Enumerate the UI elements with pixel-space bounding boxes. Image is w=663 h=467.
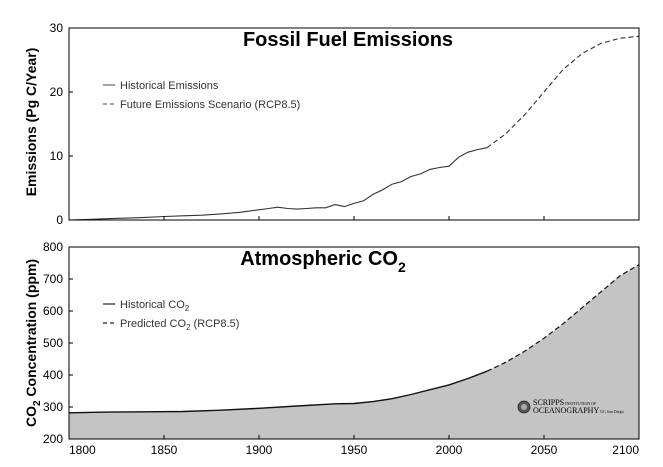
co2-legend: Historical CO2 Predicted CO2 (RCP8.5)	[103, 299, 239, 332]
emissions-y-tick-label: 20	[50, 85, 64, 99]
co2-y-tick-label: 500	[43, 336, 63, 350]
legend-predicted-co2-suffix: (RCP8.5)	[190, 318, 239, 330]
emissions-plot-frame	[68, 27, 640, 221]
co2-title-text: Atmospheric CO	[240, 248, 398, 270]
co2-x-tick-label: 2100	[612, 443, 639, 457]
scripps-logo-ocean: OCEANOGRAPHY	[533, 406, 599, 415]
co2-y-tick-label: 700	[43, 272, 63, 286]
co2-title-subscript: 2	[398, 259, 406, 275]
scripps-logo-small2: UC San Diego	[600, 409, 623, 414]
co2-y-tick-label: 200	[43, 432, 63, 446]
co2-y-axis-label: CO2 Concentration (ppm)	[23, 259, 43, 427]
co2-x-tick-label: 2000	[436, 443, 463, 457]
co2-y-axis: 200 300 400 500 600 700 800	[43, 240, 73, 446]
co2-series-line-1	[68, 370, 488, 414]
co2-x-tick-label: 1900	[246, 443, 273, 457]
legend-historical-co2-subscript: 2	[185, 304, 190, 313]
emissions-plot-area	[68, 35, 640, 221]
legend-label-predicted-co2: Predicted CO2 (RCP8.5)	[120, 318, 239, 332]
emissions-legend: Historical Emissions Future Emissions Sc…	[103, 80, 300, 111]
co2-x-tick-label: 1800	[69, 443, 96, 457]
co2-x-tick-label: 2050	[531, 443, 558, 457]
scripps-logo-line2: OCEANOGRAPHYUC San Diego	[533, 406, 624, 415]
scripps-logo-name: SCRIPPS	[533, 398, 564, 407]
co2-title: Atmospheric CO2	[240, 248, 406, 275]
emissions-y-axis: 0 10 20 30	[50, 21, 73, 227]
legend-label-historical-emissions: Historical Emissions	[120, 80, 219, 92]
emissions-panel: Fossil Fuel Emissions 0 10 20 30 Emissions …	[23, 21, 640, 227]
co2-area-fill	[69, 264, 639, 439]
legend-historical-co2-text: Historical CO	[120, 299, 185, 311]
legend-label-historical-co2: Historical CO2	[120, 299, 190, 313]
emissions-title: Fossil Fuel Emissions	[243, 29, 453, 51]
emissions-y-tick-label: 0	[56, 213, 63, 227]
scripps-logo-small1: INSTITUTION OF	[565, 401, 597, 406]
co2-y-axis-label-suffix: Concentration (ppm)	[23, 259, 39, 401]
scripps-seal-inner-icon	[521, 404, 527, 410]
emissions-y-tick-label: 10	[50, 149, 64, 163]
co2-y-tick-label: 400	[43, 368, 63, 382]
co2-y-tick-label: 600	[43, 304, 63, 318]
emissions-series-line-1	[68, 147, 488, 221]
scripps-logo-line1: SCRIPPSINSTITUTION OF	[533, 398, 597, 407]
emissions-y-axis-label: Emissions (Pg C/Year)	[23, 48, 39, 197]
legend-label-future-emissions: Future Emissions Scenario (RCP8.5)	[120, 99, 300, 111]
co2-plot-area	[68, 264, 640, 439]
co2-y-tick-label: 300	[43, 400, 63, 414]
emissions-y-tick-label: 30	[50, 21, 64, 35]
co2-y-tick-label: 800	[43, 240, 63, 254]
co2-x-axis: 1800 1850 1900 1950 2000 2050 2100	[68, 435, 640, 457]
legend-predicted-co2-text: Predicted CO	[120, 318, 186, 330]
co2-x-tick-label: 1850	[151, 443, 178, 457]
emissions-series-line-2	[486, 35, 640, 149]
co2-x-tick-label: 1950	[341, 443, 368, 457]
co2-y-axis-label-subscript: 2	[32, 400, 43, 406]
legend-predicted-co2-subscript: 2	[186, 323, 191, 332]
emissions-x-ticks	[68, 216, 640, 220]
co2-y-axis-label-text: CO	[23, 406, 39, 427]
scripps-logo: SCRIPPSINSTITUTION OF OCEANOGRAPHYUC San…	[517, 398, 624, 415]
co2-series-line-2	[486, 264, 640, 372]
